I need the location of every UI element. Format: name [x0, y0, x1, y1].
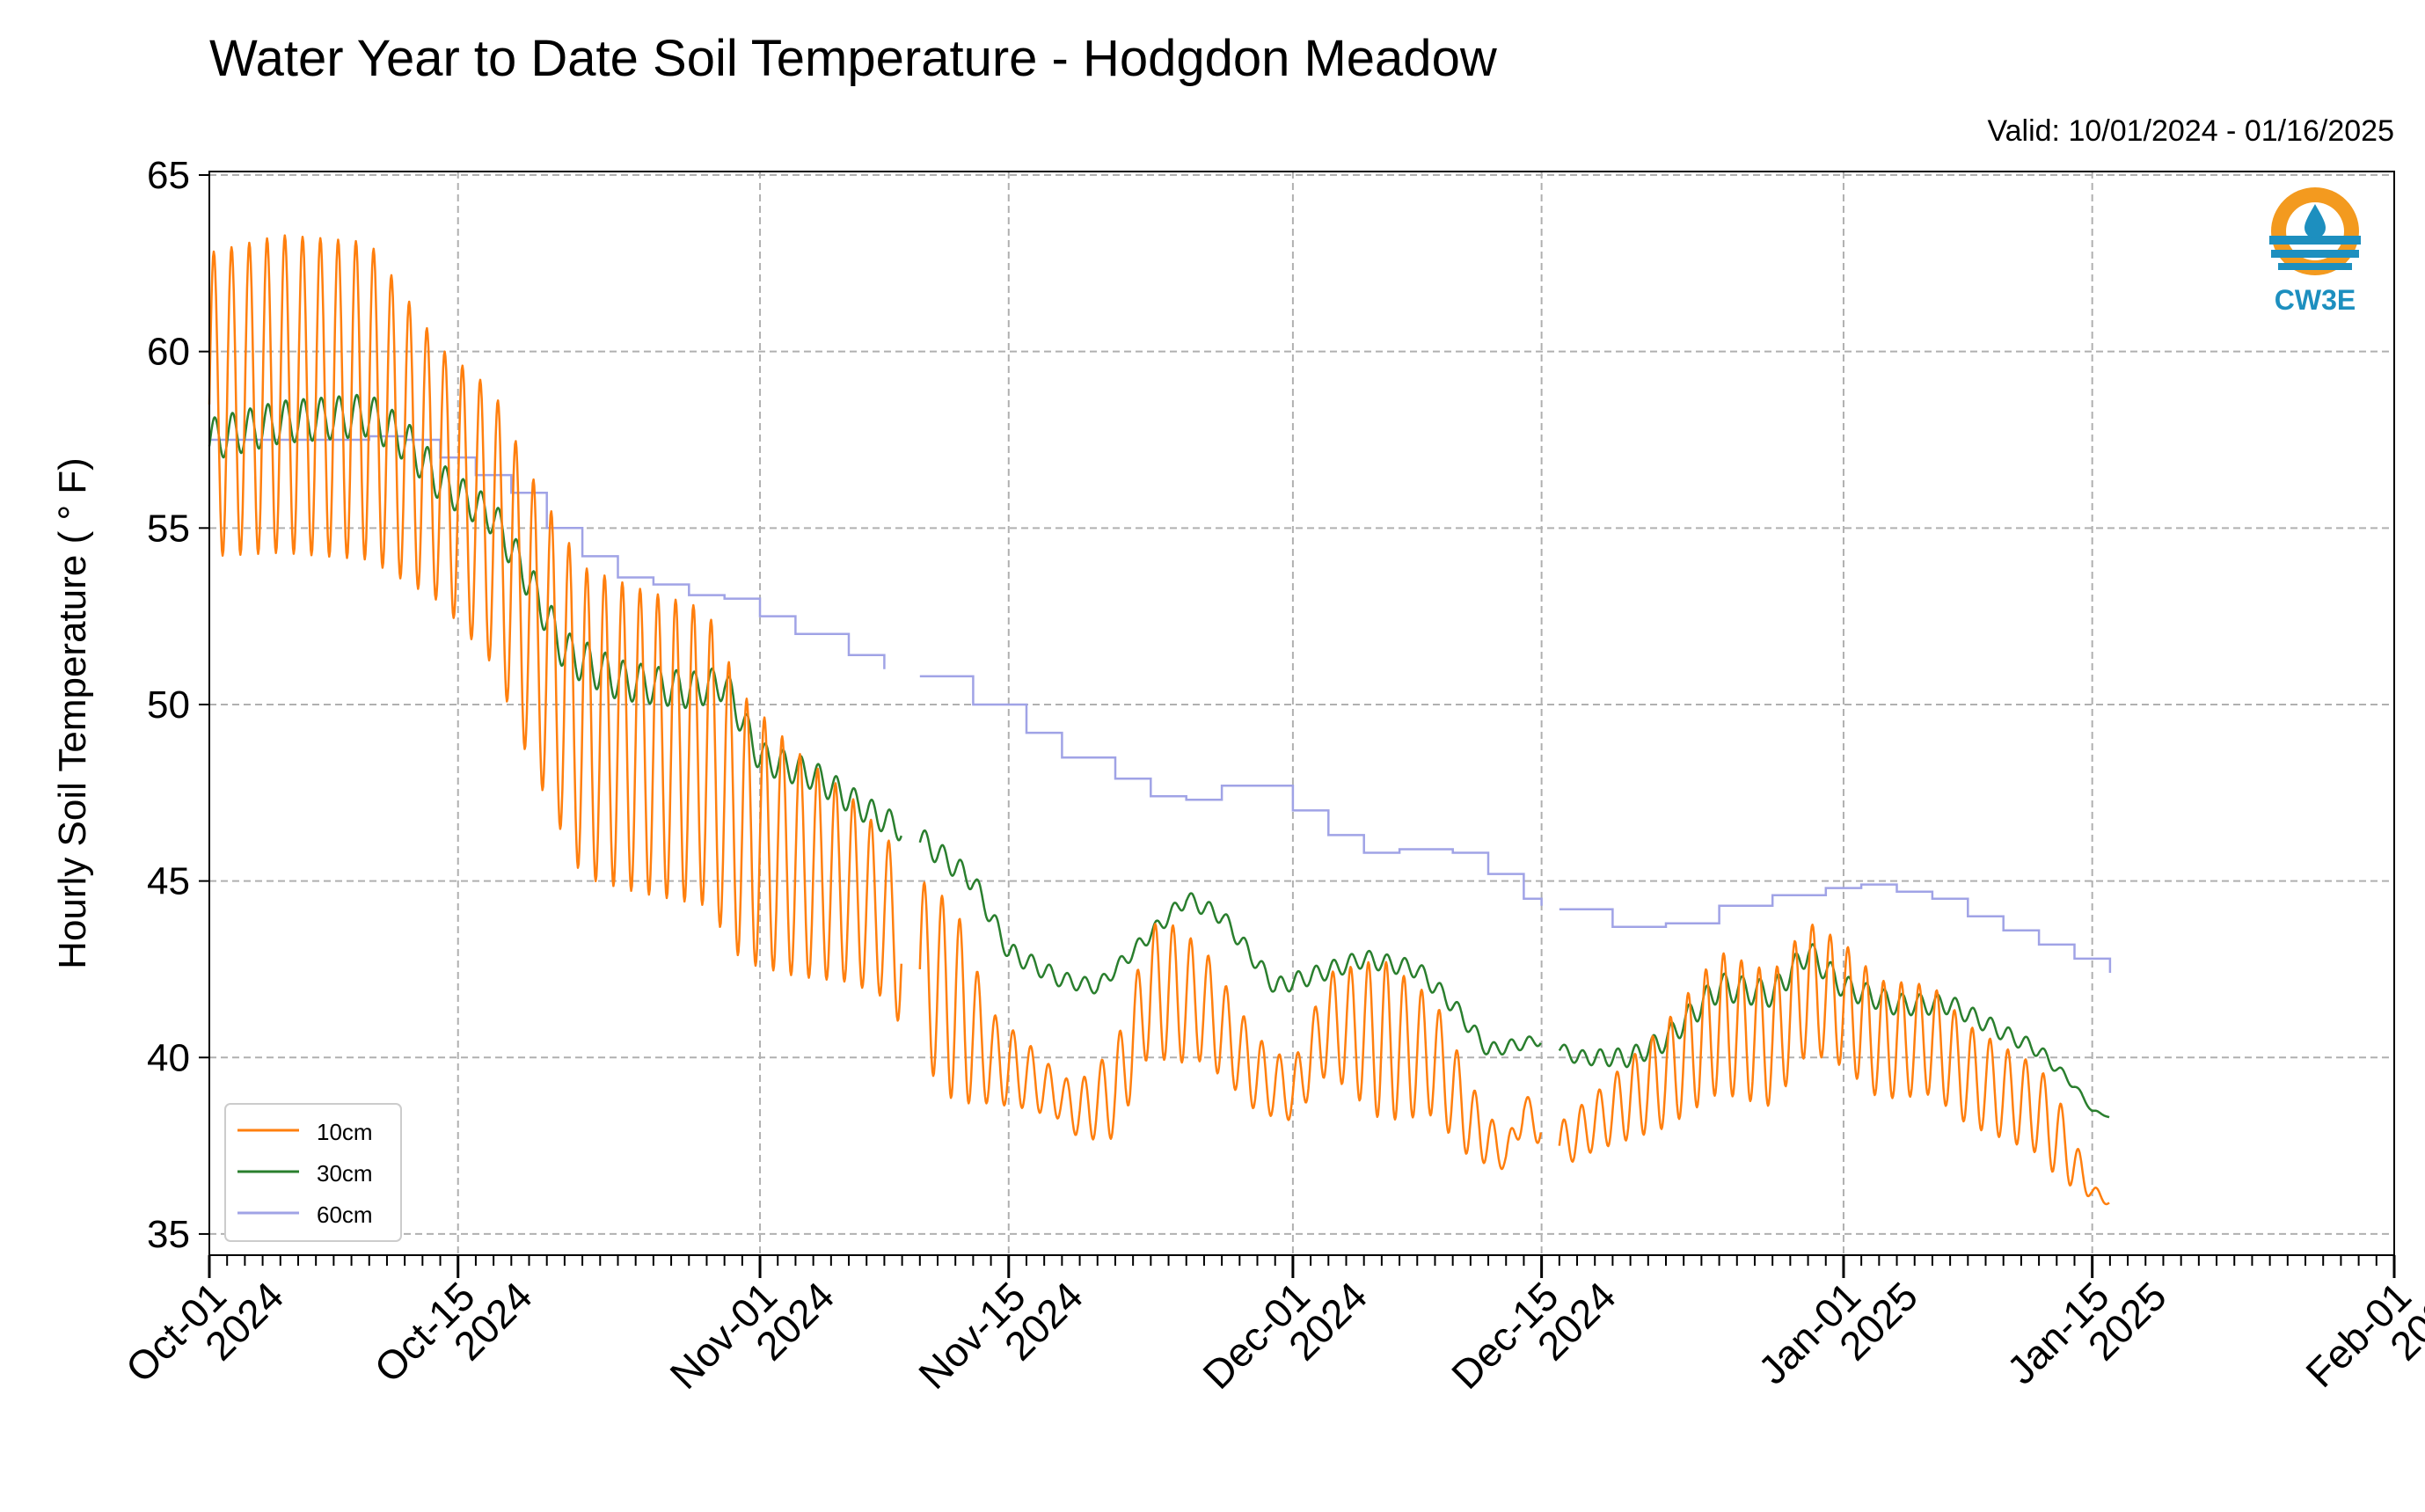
axis-ticks: 35 40 45 50 55 60 65 Oct-012024 Oct-152024 Nov-01… [117, 154, 2425, 1427]
x-tick-label-2024-11-15: Nov-152024 [909, 1245, 1092, 1427]
y-tick-label-40: 40 [147, 1036, 190, 1079]
logo-wave-top [2269, 236, 2361, 245]
x-tick-label-2025-01-15: Jan-152025 [1998, 1245, 2175, 1421]
plot-frame [208, 171, 2395, 1256]
y-axis-label: Hourly Soil Temperature ( ° F) [51, 457, 94, 969]
water-drop-icon [2304, 204, 2326, 238]
x-tick-label-2024-12-15: Dec-152024 [1443, 1245, 1625, 1427]
y-tick-label-65: 65 [147, 154, 190, 197]
x-tick-label-2024-12-01: Dec-012024 [1194, 1245, 1376, 1427]
x-tick-label-2024-10-15: Oct-152024 [365, 1245, 540, 1420]
legend-label-30cm: 30cm [317, 1160, 373, 1187]
series-lines [208, 234, 2112, 1206]
y-tick-label-50: 50 [147, 683, 190, 727]
y-tick-label-60: 60 [147, 331, 190, 374]
y-tick-label-55: 55 [147, 507, 190, 550]
legend-label-10cm: 10cm [317, 1119, 373, 1145]
x-tick-label-2025-01-01: Jan-012025 [1749, 1245, 1926, 1421]
x-tick-label-2024-10-01: Oct-012024 [117, 1245, 292, 1420]
x-tick-label-2024-11-01: Nov-012024 [661, 1245, 843, 1427]
legend-label-60cm: 60cm [317, 1202, 373, 1228]
chart-title: Water Year to Date Soil Temperature - Ho… [209, 30, 1498, 87]
legend: 10cm 30cm 60cm [224, 1103, 402, 1242]
x-tick-label-2025-02-01: Feb-012025 [2297, 1245, 2425, 1425]
legend-frame [224, 1103, 402, 1242]
y-tick-label-35: 35 [147, 1213, 190, 1256]
logo-text: CW3E [2275, 284, 2356, 316]
y-tick-label-45: 45 [147, 860, 190, 903]
grid-lines [208, 172, 2395, 1255]
valid-date-range: Valid: 10/01/2024 - 01/16/2025 [1987, 114, 2394, 148]
series-line-10cm [208, 234, 2110, 1206]
logo-wave-bottom [2278, 263, 2352, 270]
logo-wave-middle [2271, 250, 2359, 258]
cw3e-logo: CW3E [2269, 187, 2361, 316]
